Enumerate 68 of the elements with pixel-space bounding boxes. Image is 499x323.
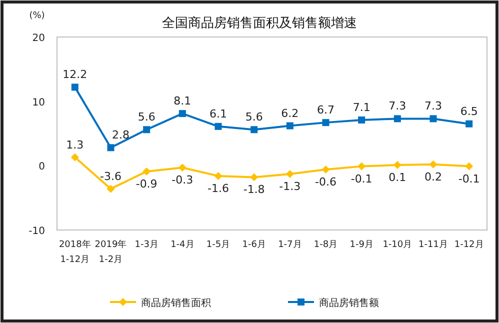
point <box>70 153 79 162</box>
data-label: 6.5 <box>460 104 478 118</box>
point <box>250 126 258 134</box>
data-label: -0.6 <box>315 176 336 189</box>
data-label: 0.1 <box>388 171 406 184</box>
data-label: -1.3 <box>279 180 301 194</box>
data-label: 7.1 <box>352 100 370 114</box>
point <box>214 122 222 130</box>
y-tick-label: 0 <box>38 162 45 173</box>
x-tick-label: 1-11月 <box>418 240 448 250</box>
point <box>430 115 437 122</box>
legend-label: 商品房销售面积 <box>141 297 211 309</box>
point <box>142 167 151 176</box>
y-tick-label: 10 <box>32 97 45 108</box>
x-tick-label: 1-12月 <box>454 240 484 250</box>
data-label: 6.2 <box>281 106 299 120</box>
data-label: -0.1 <box>350 172 372 186</box>
x-tick-label: 1-4月 <box>170 240 194 250</box>
point <box>214 172 222 180</box>
data-label: 7.3 <box>424 100 442 113</box>
point <box>286 170 294 178</box>
x-tick-label: 1-8月 <box>314 240 338 250</box>
chart-title: 全国商品房销售面积及销售额增速 <box>162 15 357 31</box>
data-label: 12.2 <box>62 68 88 82</box>
data-label: 6.7 <box>317 104 334 117</box>
x-tick-label: 1-10月 <box>382 240 412 250</box>
data-label: -3.6 <box>100 170 122 183</box>
x-tick-label: 2018年 1-12月 <box>58 239 91 265</box>
x-tick-label: 1-7月 <box>278 240 302 250</box>
point <box>322 119 330 126</box>
data-label: 1.3 <box>66 138 84 152</box>
x-tick-label: 2019年 1-2月 <box>94 239 127 265</box>
data-label: 0.2 <box>424 170 442 184</box>
point <box>143 126 150 134</box>
data-label: -0.3 <box>172 174 194 187</box>
point <box>358 116 366 124</box>
point <box>394 115 401 122</box>
data-label: -1.8 <box>243 183 265 196</box>
data-label: 2.8 <box>112 128 130 142</box>
x-tick-label: 1-5月 <box>206 240 230 250</box>
legend-label: 商品房销售额 <box>319 297 379 309</box>
point <box>466 120 473 128</box>
data-label: 5.6 <box>245 110 263 124</box>
x-tick-label: 1-3月 <box>134 240 158 250</box>
point <box>465 162 474 170</box>
data-label: 7.3 <box>388 100 406 113</box>
data-label: -1.6 <box>208 182 229 195</box>
point <box>393 161 402 170</box>
point <box>250 173 258 182</box>
x-tick-label: 1-9月 <box>350 240 374 250</box>
point <box>71 84 78 91</box>
data-label: 5.6 <box>138 110 156 124</box>
data-label: 8.1 <box>174 94 192 108</box>
point <box>358 162 366 170</box>
y-tick-label: 20 <box>32 33 45 44</box>
x-tick-label: 1-6月 <box>242 240 266 250</box>
point <box>322 166 330 174</box>
point <box>178 164 186 172</box>
data-label: -0.1 <box>458 172 480 186</box>
point <box>429 160 438 168</box>
y-tick-label: -10 <box>28 226 45 237</box>
point <box>107 144 114 152</box>
y-axis-title: (%) <box>29 11 45 21</box>
point <box>106 184 115 193</box>
data-label: 6.1 <box>210 107 227 120</box>
point <box>286 122 294 130</box>
point <box>178 110 186 118</box>
data-label: -0.9 <box>136 177 158 190</box>
